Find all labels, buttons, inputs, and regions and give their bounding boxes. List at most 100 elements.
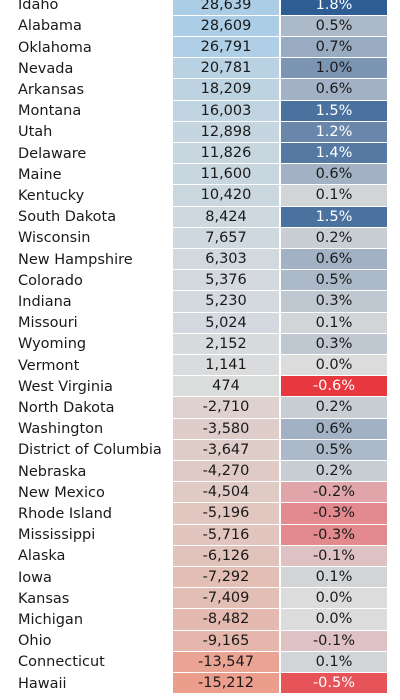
table-row: Delaware 11,826 1.4% (0, 143, 400, 164)
population-change-cell: 6,303 (173, 249, 279, 270)
population-change-cell: -7,409 (173, 588, 279, 609)
table-row: New Mexico -4,504 -0.2% (0, 482, 400, 503)
state-label: Vermont (18, 357, 80, 374)
state-label: Delaware (18, 145, 87, 162)
state-label: Wyoming (18, 336, 87, 353)
state-label: Kentucky (18, 187, 85, 204)
population-change-cell: 2,152 (173, 333, 279, 354)
percent-change-cell: -0.5% (281, 673, 387, 694)
state-label: Kansas (18, 590, 70, 607)
percent-change-cell: -0.1% (281, 545, 387, 566)
state-label: Alabama (18, 18, 82, 35)
state-label: Wisconsin (18, 230, 91, 247)
population-change-cell: 18,209 (173, 79, 279, 100)
state-label: Iowa (18, 569, 52, 586)
percent-change-cell: 0.6% (281, 418, 387, 439)
table-row: Kentucky 10,420 0.1% (0, 185, 400, 206)
population-change-cell: -5,716 (173, 524, 279, 545)
table-row: District of Columbia -3,647 0.5% (0, 439, 400, 461)
table-row: Iowa -7,292 0.1% (0, 567, 400, 588)
table-row: Montana 16,003 1.5% (0, 100, 400, 122)
population-change-cell: -6,126 (173, 545, 279, 566)
table-row: South Dakota 8,424 1.5% (0, 206, 400, 228)
percent-change-cell: 0.2% (281, 227, 387, 248)
table-row: Ohio -9,165 -0.1% (0, 630, 400, 652)
percent-change-cell: 0.1% (281, 651, 387, 672)
population-change-cell: 11,600 (173, 164, 279, 185)
percent-change-cell: 1.2% (281, 121, 387, 142)
population-change-cell: 26,791 (173, 37, 279, 58)
table-row: Wyoming 2,152 0.3% (0, 333, 400, 355)
population-change-cell: 5,230 (173, 291, 279, 312)
table-row: West Virginia 474 -0.6% (0, 376, 400, 397)
percent-change-cell: 0.5% (281, 270, 387, 291)
state-label: Alaska (18, 548, 66, 565)
table-row: Hawaii -15,212 -0.5% (0, 673, 400, 694)
table-row: Missouri 5,024 0.1% (0, 312, 400, 334)
state-label: Idaho (18, 0, 59, 14)
percent-change-cell: 0.0% (281, 355, 387, 376)
population-change-cell: -5,196 (173, 503, 279, 524)
table-row: Idaho 28,639 1.8% (0, 0, 400, 16)
table-row: Rhode Island -5,196 -0.3% (0, 503, 400, 524)
population-change-cell: 5,024 (173, 312, 279, 333)
population-change-cell: 1,141 (173, 355, 279, 376)
percent-change-cell: 0.6% (281, 79, 387, 100)
percent-change-cell: 0.5% (281, 15, 387, 36)
population-change-cell: -8,482 (173, 609, 279, 630)
population-change-cell: 28,609 (173, 15, 279, 36)
state-label: Rhode Island (18, 505, 113, 522)
state-label: West Virginia (18, 378, 113, 395)
state-label: Ohio (18, 633, 52, 650)
percent-change-cell: -0.3% (281, 503, 387, 524)
state-label: Hawaii (18, 675, 67, 692)
population-change-cell: 10,420 (173, 185, 279, 206)
percent-change-cell: -0.6% (281, 376, 387, 397)
percent-change-cell: 0.3% (281, 291, 387, 312)
percent-change-cell: 0.1% (281, 567, 387, 588)
state-label: Michigan (18, 611, 84, 628)
population-change-cell: 11,826 (173, 143, 279, 164)
population-change-cell: 474 (173, 376, 279, 397)
state-label: Mississippi (18, 527, 96, 544)
percent-change-cell: 0.7% (281, 37, 387, 58)
population-change-cell: -3,647 (173, 439, 279, 460)
percent-change-cell: 0.2% (281, 397, 387, 418)
percent-change-cell: 0.1% (281, 185, 387, 206)
table-row: Nevada 20,781 1.0% (0, 58, 400, 79)
percent-change-cell: 0.2% (281, 461, 387, 482)
table-row: North Dakota -2,710 0.2% (0, 397, 400, 418)
population-change-cell: -4,270 (173, 461, 279, 482)
percent-change-cell: 1.8% (281, 0, 387, 15)
state-label: New Mexico (18, 484, 105, 501)
state-label: New Hampshire (18, 251, 133, 268)
percent-change-cell: 0.6% (281, 164, 387, 185)
table-row: Indiana 5,230 0.3% (0, 291, 400, 312)
percent-change-cell: -0.1% (281, 630, 387, 651)
percent-change-cell: 1.4% (281, 143, 387, 164)
table-row: Washington -3,580 0.6% (0, 418, 400, 440)
state-label: Connecticut (18, 654, 105, 671)
percent-change-cell: 0.5% (281, 439, 387, 460)
state-label: South Dakota (18, 209, 117, 226)
table-row: Wisconsin 7,657 0.2% (0, 227, 400, 249)
population-change-cell: 28,639 (173, 0, 279, 15)
state-label: Missouri (18, 315, 78, 332)
population-change-cell: -4,504 (173, 482, 279, 503)
table-row: New Hampshire 6,303 0.6% (0, 249, 400, 270)
state-label: Maine (18, 166, 62, 183)
state-label: Utah (18, 124, 53, 141)
population-change-cell: -3,580 (173, 418, 279, 439)
table-row: Alaska -6,126 -0.1% (0, 545, 400, 567)
population-change-cell: -9,165 (173, 630, 279, 651)
percent-change-cell: -0.3% (281, 524, 387, 545)
table-row: Vermont 1,141 0.0% (0, 355, 400, 376)
state-label: District of Columbia (18, 442, 162, 459)
population-change-cell: 8,424 (173, 206, 279, 227)
percent-change-cell: 1.5% (281, 100, 387, 121)
population-change-cell: 16,003 (173, 100, 279, 121)
table-row: Alabama 28,609 0.5% (0, 15, 400, 37)
state-label: Nebraska (18, 463, 87, 480)
table-row: Colorado 5,376 0.5% (0, 270, 400, 291)
